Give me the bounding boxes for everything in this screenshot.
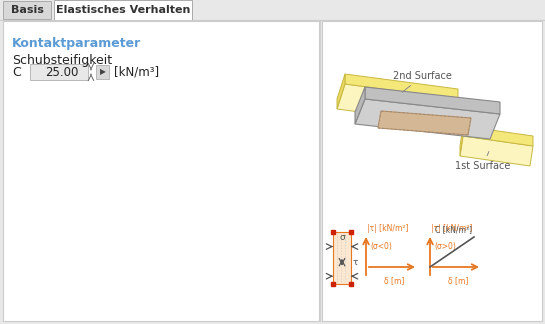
Text: 1st Surface: 1st Surface <box>455 152 510 171</box>
Text: Kontaktparameter: Kontaktparameter <box>12 37 141 50</box>
Polygon shape <box>337 74 345 109</box>
Text: (σ>0): (σ>0) <box>434 242 456 251</box>
Polygon shape <box>463 126 533 146</box>
Text: 2nd Surface: 2nd Surface <box>393 71 452 92</box>
FancyBboxPatch shape <box>54 0 192 20</box>
Text: C: C <box>12 65 21 78</box>
Text: Basis: Basis <box>10 5 44 15</box>
FancyBboxPatch shape <box>3 21 319 321</box>
Text: |τ| [kN/m²]: |τ| [kN/m²] <box>367 224 409 233</box>
FancyBboxPatch shape <box>30 64 88 80</box>
FancyBboxPatch shape <box>0 0 545 20</box>
Polygon shape <box>345 74 458 99</box>
FancyBboxPatch shape <box>3 1 51 19</box>
Text: σ: σ <box>339 233 345 242</box>
Text: Schubsteifigkeit: Schubsteifigkeit <box>12 54 112 67</box>
Text: Elastisches Verhalten: Elastisches Verhalten <box>56 5 190 15</box>
Text: [kN/m³]: [kN/m³] <box>114 65 159 78</box>
Polygon shape <box>355 99 500 139</box>
FancyBboxPatch shape <box>0 20 545 324</box>
FancyBboxPatch shape <box>322 21 542 321</box>
Text: δ [m]: δ [m] <box>448 276 468 285</box>
Text: (σ<0): (σ<0) <box>370 242 392 251</box>
Polygon shape <box>378 111 471 135</box>
Polygon shape <box>460 126 463 156</box>
Polygon shape <box>460 136 533 166</box>
Text: δ [m]: δ [m] <box>384 276 404 285</box>
Polygon shape <box>337 84 458 124</box>
Text: |τ| [kN/m²]: |τ| [kN/m²] <box>431 224 473 233</box>
Text: ▶: ▶ <box>100 67 105 76</box>
Text: τ: τ <box>353 258 359 267</box>
Text: C [kN/m³]: C [kN/m³] <box>435 225 472 234</box>
FancyBboxPatch shape <box>333 232 351 284</box>
Polygon shape <box>365 87 500 114</box>
Text: 25.00: 25.00 <box>46 65 79 78</box>
Polygon shape <box>355 87 365 124</box>
FancyBboxPatch shape <box>96 65 109 79</box>
